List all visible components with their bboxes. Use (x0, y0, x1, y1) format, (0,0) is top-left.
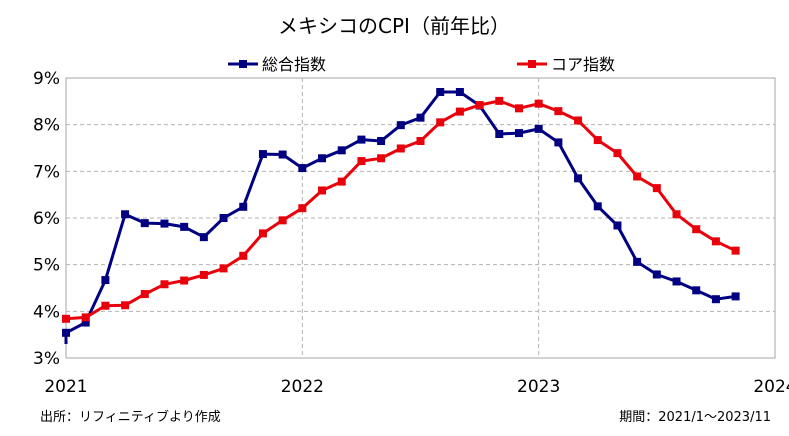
data-point (180, 222, 189, 231)
data-point (298, 164, 307, 173)
y-tick-label: 7% (33, 162, 60, 182)
data-point (514, 104, 523, 113)
legend-label: 総合指数 (262, 55, 326, 74)
y-tick-label: 3% (33, 349, 60, 369)
data-point (396, 121, 405, 130)
data-point (593, 136, 602, 145)
data-point (337, 177, 346, 186)
legend: 総合指数 コア指数 (228, 55, 615, 74)
data-point (416, 113, 425, 122)
legend-item: コア指数 (517, 55, 615, 74)
data-point (239, 202, 248, 211)
data-point (121, 210, 130, 219)
data-point (554, 107, 563, 116)
data-point (534, 124, 543, 133)
data-point (711, 237, 720, 246)
data-point (652, 270, 661, 279)
data-point (101, 276, 110, 285)
data-point (672, 277, 681, 286)
y-tick-label: 9% (33, 69, 60, 89)
x-tick-label: 2022 (281, 377, 324, 397)
data-point (377, 137, 386, 145)
data-point (278, 216, 287, 225)
data-point (337, 146, 346, 155)
data-point (81, 318, 90, 327)
data-point (258, 150, 267, 159)
data-point (81, 313, 90, 322)
data-point (672, 210, 681, 219)
data-point (199, 270, 208, 279)
x-tick-label: 2023 (517, 377, 560, 397)
data-point (613, 221, 622, 230)
data-point (318, 186, 327, 195)
data-point (692, 286, 701, 295)
data-point (692, 225, 701, 234)
data-point (554, 138, 563, 147)
data-point (574, 116, 583, 125)
series-1 (62, 88, 740, 344)
data-point (101, 301, 110, 310)
data-point (396, 144, 405, 153)
data-point (731, 246, 740, 255)
data-point (495, 130, 504, 138)
data-point (534, 99, 543, 108)
x-axis-ticks: 2021 2022 2023 2024 (44, 377, 789, 397)
data-point (180, 276, 189, 285)
legend-label: コア指数 (551, 55, 615, 74)
x-tick-label: 2024 (753, 377, 789, 397)
gridlines (66, 78, 775, 358)
data-point (357, 157, 366, 166)
data-point (219, 214, 228, 222)
period-note: 期間：2021/1～2023/11 (619, 410, 771, 425)
data-point (731, 292, 740, 301)
data-point (455, 107, 464, 116)
y-tick-label: 6% (33, 209, 60, 229)
data-point (574, 174, 583, 183)
series-2 (62, 96, 740, 323)
data-point (160, 280, 169, 289)
data-point (62, 328, 70, 337)
data-point (475, 101, 484, 110)
y-tick-label: 4% (33, 302, 60, 322)
legend-marker (239, 60, 247, 68)
data-point (711, 295, 720, 304)
data-point (62, 314, 70, 323)
data-point (298, 204, 307, 213)
data-point (633, 172, 642, 181)
data-point (199, 233, 208, 242)
series-layer (62, 88, 740, 344)
data-point (455, 88, 464, 96)
legend-marker (528, 60, 536, 68)
x-tick-label: 2021 (44, 377, 87, 397)
data-point (377, 154, 386, 163)
y-axis-ticks: 3% 4% 5% 6% 7% 8% 9% (33, 69, 60, 369)
data-point (436, 118, 445, 127)
data-point (239, 251, 248, 260)
data-point (160, 219, 169, 228)
data-point (318, 154, 327, 163)
data-point (652, 184, 661, 193)
data-point (278, 150, 287, 159)
legend-item: 総合指数 (228, 55, 326, 74)
data-point (593, 202, 602, 211)
data-point (140, 219, 149, 228)
data-point (258, 229, 267, 238)
source-note: 出所：リフィニティブより作成 (40, 409, 221, 425)
data-point (514, 129, 523, 138)
data-point (613, 149, 622, 158)
data-point (140, 290, 149, 299)
data-point (219, 264, 228, 273)
data-point (495, 96, 504, 105)
data-point (357, 135, 366, 144)
data-point (436, 88, 445, 96)
data-point (121, 301, 130, 310)
y-tick-label: 5% (33, 256, 60, 276)
chart-title: メキシコのCPI（前年比） (278, 14, 510, 38)
data-point (416, 137, 425, 145)
y-tick-label: 8% (33, 116, 60, 136)
data-point (633, 257, 642, 266)
